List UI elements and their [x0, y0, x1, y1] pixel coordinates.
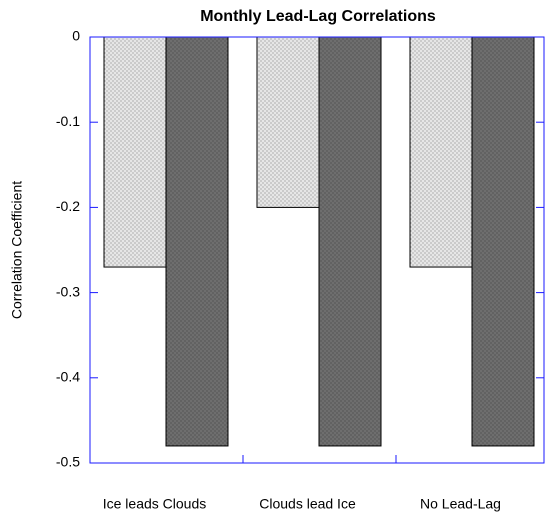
y-tick-label: -0.1: [56, 113, 80, 129]
y-tick-label: 0: [72, 28, 80, 44]
y-tick-label: -0.4: [56, 369, 80, 385]
bar: [165, 36, 229, 447]
bar: [318, 36, 382, 447]
bar: [103, 36, 167, 268]
x-tick-label: Clouds lead Ice: [259, 496, 356, 512]
y-tick-label: -0.3: [56, 283, 80, 299]
plot-frame: [89, 36, 545, 464]
bar: [256, 36, 320, 208]
y-axis-label: Correlation Coefficient: [9, 181, 25, 319]
bar: [409, 36, 473, 268]
y-tick-label: -0.2: [56, 198, 80, 214]
x-tick-label: No Lead-Lag: [420, 496, 501, 512]
bar: [471, 36, 535, 447]
chart-title: Monthly Lead-Lag Correlations: [200, 8, 436, 25]
y-tick-label: -0.5: [56, 454, 80, 470]
x-tick-label: Ice leads Clouds: [103, 496, 207, 512]
